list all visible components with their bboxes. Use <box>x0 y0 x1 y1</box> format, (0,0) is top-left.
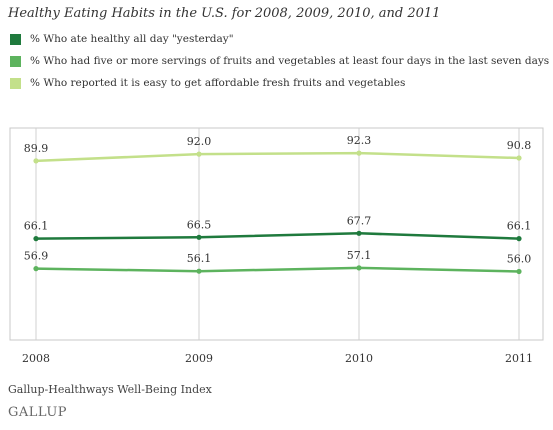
x-tick-label-2010: 2010 <box>345 352 373 365</box>
data-label-five-servings-2009: 56.1 <box>187 252 212 265</box>
data-label-ate-healthy-2009: 66.5 <box>187 218 212 231</box>
data-point-affordable-produce-2008 <box>33 158 39 164</box>
x-tick-label-2011: 2011 <box>505 352 533 365</box>
plot-frame <box>9 127 544 341</box>
line-chart: 2008 2009 2010 2011 66.1 66.5 67.7 66.1 56.9 56.1… <box>9 127 544 365</box>
data-point-ate-healthy-2009 <box>196 234 202 240</box>
series-line-five-servings <box>35 266 520 273</box>
x-tick-label-2008: 2008 <box>22 352 50 365</box>
data-label-ate-healthy-2010: 67.7 <box>347 214 372 227</box>
data-label-ate-healthy-2011: 66.1 <box>507 220 532 233</box>
data-point-ate-healthy-2008 <box>33 236 39 242</box>
source-note: Gallup-Healthways Well-Being Index <box>8 383 212 396</box>
data-point-five-servings-2009 <box>196 268 202 274</box>
data-point-ate-healthy-2011 <box>516 236 522 242</box>
series-line-ate-healthy <box>35 232 520 240</box>
data-label-affordable-produce-2009: 92.0 <box>187 135 212 148</box>
data-point-affordable-produce-2009 <box>196 151 202 157</box>
data-point-affordable-produce-2011 <box>516 155 522 161</box>
legend-swatch-affordable-produce <box>10 78 21 89</box>
data-point-five-servings-2008 <box>33 266 39 272</box>
series-line-affordable-produce <box>35 151 520 163</box>
legend-label-affordable-produce: % Who reported it is easy to get afforda… <box>30 77 406 89</box>
data-label-ate-healthy-2008: 66.1 <box>24 220 49 233</box>
data-point-affordable-produce-2010 <box>356 150 362 156</box>
legend-swatch-five-servings <box>10 56 21 67</box>
data-point-five-servings-2011 <box>516 268 522 275</box>
gallup-logo: GALLUP <box>8 405 68 420</box>
data-label-five-servings-2011: 56.0 <box>507 253 532 266</box>
data-label-affordable-produce-2011: 90.8 <box>507 139 532 152</box>
data-label-five-servings-2008: 56.9 <box>24 250 49 263</box>
data-point-five-servings-2010 <box>356 265 362 271</box>
legend-label-five-servings: % Who had five or more servings of fruit… <box>30 55 550 67</box>
data-label-affordable-produce-2008: 89.9 <box>24 142 49 155</box>
data-label-affordable-produce-2010: 92.3 <box>347 134 372 147</box>
data-label-five-servings-2010: 57.1 <box>347 249 372 262</box>
legend-label-ate-healthy: % Who ate healthy all day "yesterday" <box>30 33 234 45</box>
x-tick-label-2009: 2009 <box>185 352 213 365</box>
chart-title: Healthy Eating Habits in the U.S. for 20… <box>8 6 441 21</box>
data-point-ate-healthy-2010 <box>356 230 362 236</box>
legend-swatch-ate-healthy <box>10 34 21 45</box>
